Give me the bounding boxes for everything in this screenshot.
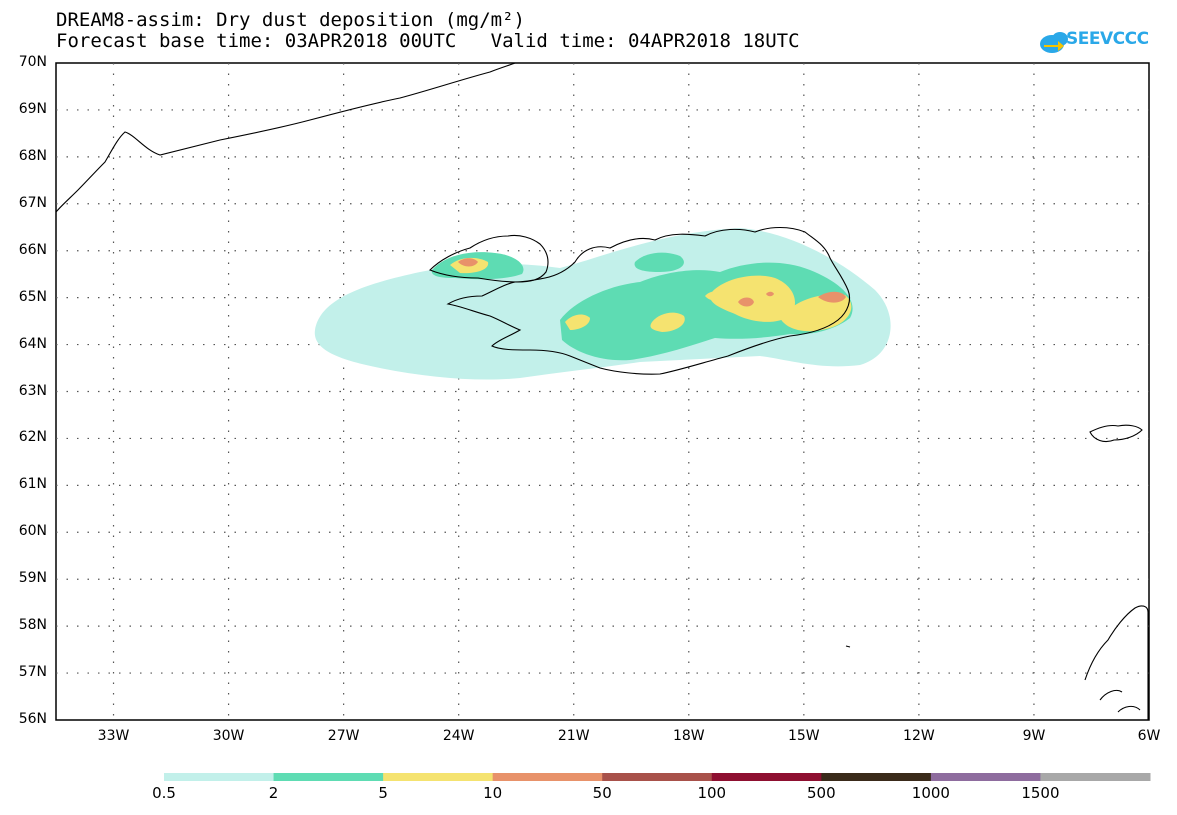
colorbar-label-1500: 1500 (1021, 784, 1060, 802)
contour-level-5-sw (565, 314, 590, 330)
lat-label-62N: 62N (18, 429, 47, 446)
cloud-arrow-icon (1040, 32, 1068, 53)
colorbar-swatch-7 (930, 773, 1041, 781)
lon-label-12W: 12W (903, 728, 935, 744)
colorbar-swatch-1 (273, 773, 384, 781)
lon-label-27W: 27W (327, 728, 360, 744)
lat-label-57N: 57N (18, 664, 47, 681)
contour-level-10-east (818, 291, 846, 303)
lon-label-30W: 30W (212, 728, 245, 744)
graticule-grid (56, 63, 1149, 720)
lon-label-21W: 21W (557, 728, 590, 744)
coastline-faroe (1089, 424, 1143, 443)
lat-label-68N: 68N (18, 147, 47, 164)
contour-level-2-north (634, 252, 684, 272)
colorbar-swatch-3 (492, 773, 603, 781)
lon-label-9W: 9W (1022, 728, 1046, 744)
colorbar-label-0.5: 0.5 (152, 784, 176, 802)
coastline-rockall (845, 645, 851, 648)
colorbar-swatch-8 (1040, 773, 1151, 781)
lat-label-66N: 66N (18, 241, 47, 258)
lon-label-24W: 24W (442, 728, 475, 744)
lat-label-70N: 70N (18, 54, 47, 70)
contour-level-5-north (705, 291, 722, 301)
lon-label-33W: 33W (97, 728, 130, 744)
lat-label-69N: 69N (18, 100, 47, 117)
contour-level-10-west (458, 258, 478, 267)
colorbar-label-100: 100 (697, 784, 727, 802)
lat-label-60N: 60N (18, 523, 47, 540)
coastline-iceland (446, 226, 851, 375)
coastline-greenland (55, 62, 516, 213)
contour-level-10 (738, 297, 754, 307)
seevccc-logo (1040, 32, 1068, 53)
colorbar-label-1000: 1000 (911, 784, 950, 802)
coastline-scotland (1084, 605, 1149, 720)
colorbar-label-2: 2 (268, 784, 279, 802)
contour-level-5 (710, 275, 795, 322)
lat-label-56N: 56N (18, 711, 47, 727)
dust-deposition-field (314, 228, 891, 380)
colorbar-label-50: 50 (592, 784, 612, 802)
lat-label-64N: 64N (18, 335, 47, 352)
colorbar-swatch-2 (383, 773, 494, 781)
lat-label-67N: 67N (18, 194, 47, 211)
colorbar-swatch-6 (821, 773, 932, 781)
title-line-1: DREAM8-assim: Dry dust deposition (mg/m²… (56, 9, 525, 31)
colorbar-swatch-5 (711, 773, 822, 781)
colorbar-label-500: 500 (807, 784, 836, 802)
lat-label-61N: 61N (18, 476, 47, 493)
lat-label-65N: 65N (18, 288, 47, 305)
lon-label-15W: 15W (787, 728, 820, 744)
lon-label-18W: 18W (672, 728, 705, 744)
colorbar (164, 773, 1151, 781)
colorbar-label-5: 5 (378, 784, 388, 802)
lat-label-63N: 63N (18, 382, 47, 399)
lon-label-6W: 6W (1137, 728, 1161, 744)
lat-label-58N: 58N (18, 617, 47, 634)
colorbar-label-10: 10 (483, 784, 503, 802)
lat-label-59N: 59N (18, 570, 47, 587)
contour-level-5-east (780, 294, 852, 332)
title-line-2: Forecast base time: 03APR2018 00UTC Vali… (56, 30, 800, 52)
coastline-iceland-westfjords (429, 234, 549, 283)
colorbar-swatch-0 (164, 773, 275, 781)
contour-level-5-south (650, 312, 685, 332)
contour-level-10-small (766, 291, 774, 297)
colorbar-swatch-4 (602, 773, 713, 781)
logo-text: SEEVCCC (1066, 29, 1149, 49)
coastlines (55, 62, 1149, 720)
